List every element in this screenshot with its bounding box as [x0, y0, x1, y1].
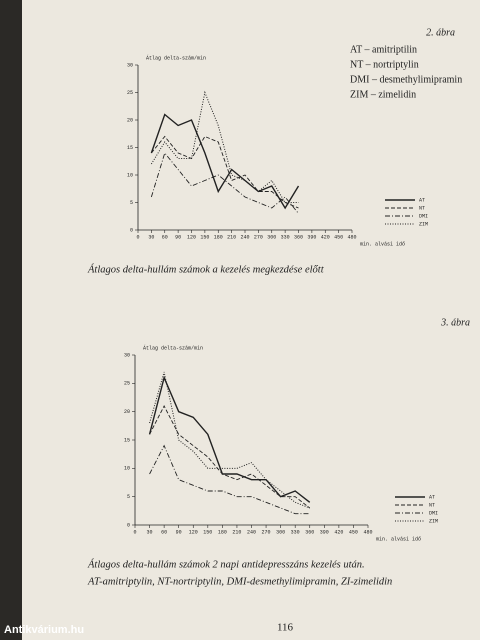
- x-tick-label: 330: [281, 234, 290, 240]
- x-tick-label: 180: [214, 234, 223, 240]
- x-tick-label: 0: [136, 234, 139, 240]
- y-tick-label: 15: [127, 145, 133, 151]
- x-tick-label: 270: [262, 529, 271, 535]
- x-tick-label: 480: [363, 529, 372, 535]
- paper: [22, 0, 480, 640]
- x-tick-label: 390: [307, 234, 316, 240]
- series-line: [150, 113, 300, 210]
- x-tick-label: 450: [349, 529, 358, 535]
- y-tick-label: 15: [124, 437, 130, 443]
- binding: [0, 0, 22, 640]
- y-tick-label: 25: [127, 90, 133, 96]
- series-line: [151, 135, 299, 209]
- x-tick-label: 420: [321, 234, 330, 240]
- x-tick-label: 240: [240, 234, 249, 240]
- y-axis-label: Átlag delta-szám/min: [143, 344, 203, 351]
- y-tick-label: 30: [127, 62, 133, 68]
- x-tick-label: 0: [133, 529, 136, 535]
- x-tick-label: 300: [267, 234, 276, 240]
- x-tick-label: 120: [187, 234, 196, 240]
- legend-label: AT: [429, 494, 435, 500]
- legend-label: ZIM: [419, 221, 428, 227]
- abbreviation: DMI – desmethylimipramin: [350, 74, 462, 85]
- x-tick-label: 90: [176, 529, 182, 535]
- series-line: [149, 405, 311, 509]
- legend-label: DMI: [429, 510, 438, 516]
- series-line: [149, 371, 310, 509]
- y-tick-label: 10: [127, 172, 133, 178]
- x-tick-label: 300: [276, 529, 285, 535]
- legend-label: ZIM: [429, 518, 438, 524]
- x-tick-label: 270: [254, 234, 263, 240]
- y-tick-label: 0: [130, 227, 133, 233]
- x-tick-label: 180: [218, 529, 227, 535]
- x-tick-label: 450: [334, 234, 343, 240]
- abbreviation: ZIM – zimelidin: [350, 89, 416, 100]
- caption: Átlagos delta-hullám számok 2 napi antid…: [87, 558, 365, 570]
- x-tick-label: 60: [162, 234, 168, 240]
- legend-label: AT: [419, 197, 425, 203]
- series-line: [150, 152, 299, 214]
- x-tick-label: 210: [227, 234, 236, 240]
- x-tick-label: 90: [175, 234, 181, 240]
- series-line: [148, 375, 311, 503]
- caption: AT-amitriptylin, NT-nortriptylin, DMI-de…: [87, 576, 392, 587]
- x-tick-label: 360: [294, 234, 303, 240]
- x-tick-label: 120: [189, 529, 198, 535]
- figure-label: 3. ábra: [440, 317, 470, 328]
- x-tick-label: 240: [247, 529, 256, 535]
- x-tick-label: 330: [291, 529, 300, 535]
- legend-label: DMI: [419, 213, 428, 219]
- y-tick-label: 0: [127, 522, 130, 528]
- x-tick-label: 420: [334, 529, 343, 535]
- figure-label: 2. ábra: [426, 27, 455, 38]
- x-axis-label: min. alvási idő: [360, 241, 405, 247]
- abbreviation: NT – nortriptylin: [350, 59, 419, 70]
- y-tick-label: 20: [124, 409, 130, 415]
- abbreviation: AT – amitriptilin: [350, 44, 417, 55]
- y-tick-label: 10: [124, 466, 130, 472]
- caption: Átlagos delta-hullám számok a kezelés me…: [87, 263, 325, 275]
- y-tick-label: 5: [130, 200, 133, 206]
- y-tick-label: 20: [127, 117, 133, 123]
- x-tick-label: 150: [200, 234, 209, 240]
- x-tick-label: 30: [148, 234, 154, 240]
- series-line: [150, 90, 299, 203]
- x-tick-label: 60: [161, 529, 167, 535]
- x-tick-label: 480: [347, 234, 356, 240]
- legend-label: NT: [419, 205, 425, 211]
- x-tick-label: 30: [147, 529, 153, 535]
- watermark: Antikvárium.hu: [4, 624, 84, 636]
- y-axis-label: Átlag delta-szám/min: [146, 54, 206, 61]
- y-tick-label: 30: [124, 352, 130, 358]
- series-line: [149, 444, 310, 515]
- x-axis-label: min. alvási idő: [376, 536, 421, 542]
- y-tick-label: 5: [127, 494, 130, 500]
- legend-label: NT: [429, 502, 435, 508]
- page-number: 116: [277, 622, 294, 634]
- y-tick-label: 25: [124, 381, 130, 387]
- x-tick-label: 150: [203, 529, 212, 535]
- x-tick-label: 210: [232, 529, 241, 535]
- x-tick-label: 390: [320, 529, 329, 535]
- x-tick-label: 360: [305, 529, 314, 535]
